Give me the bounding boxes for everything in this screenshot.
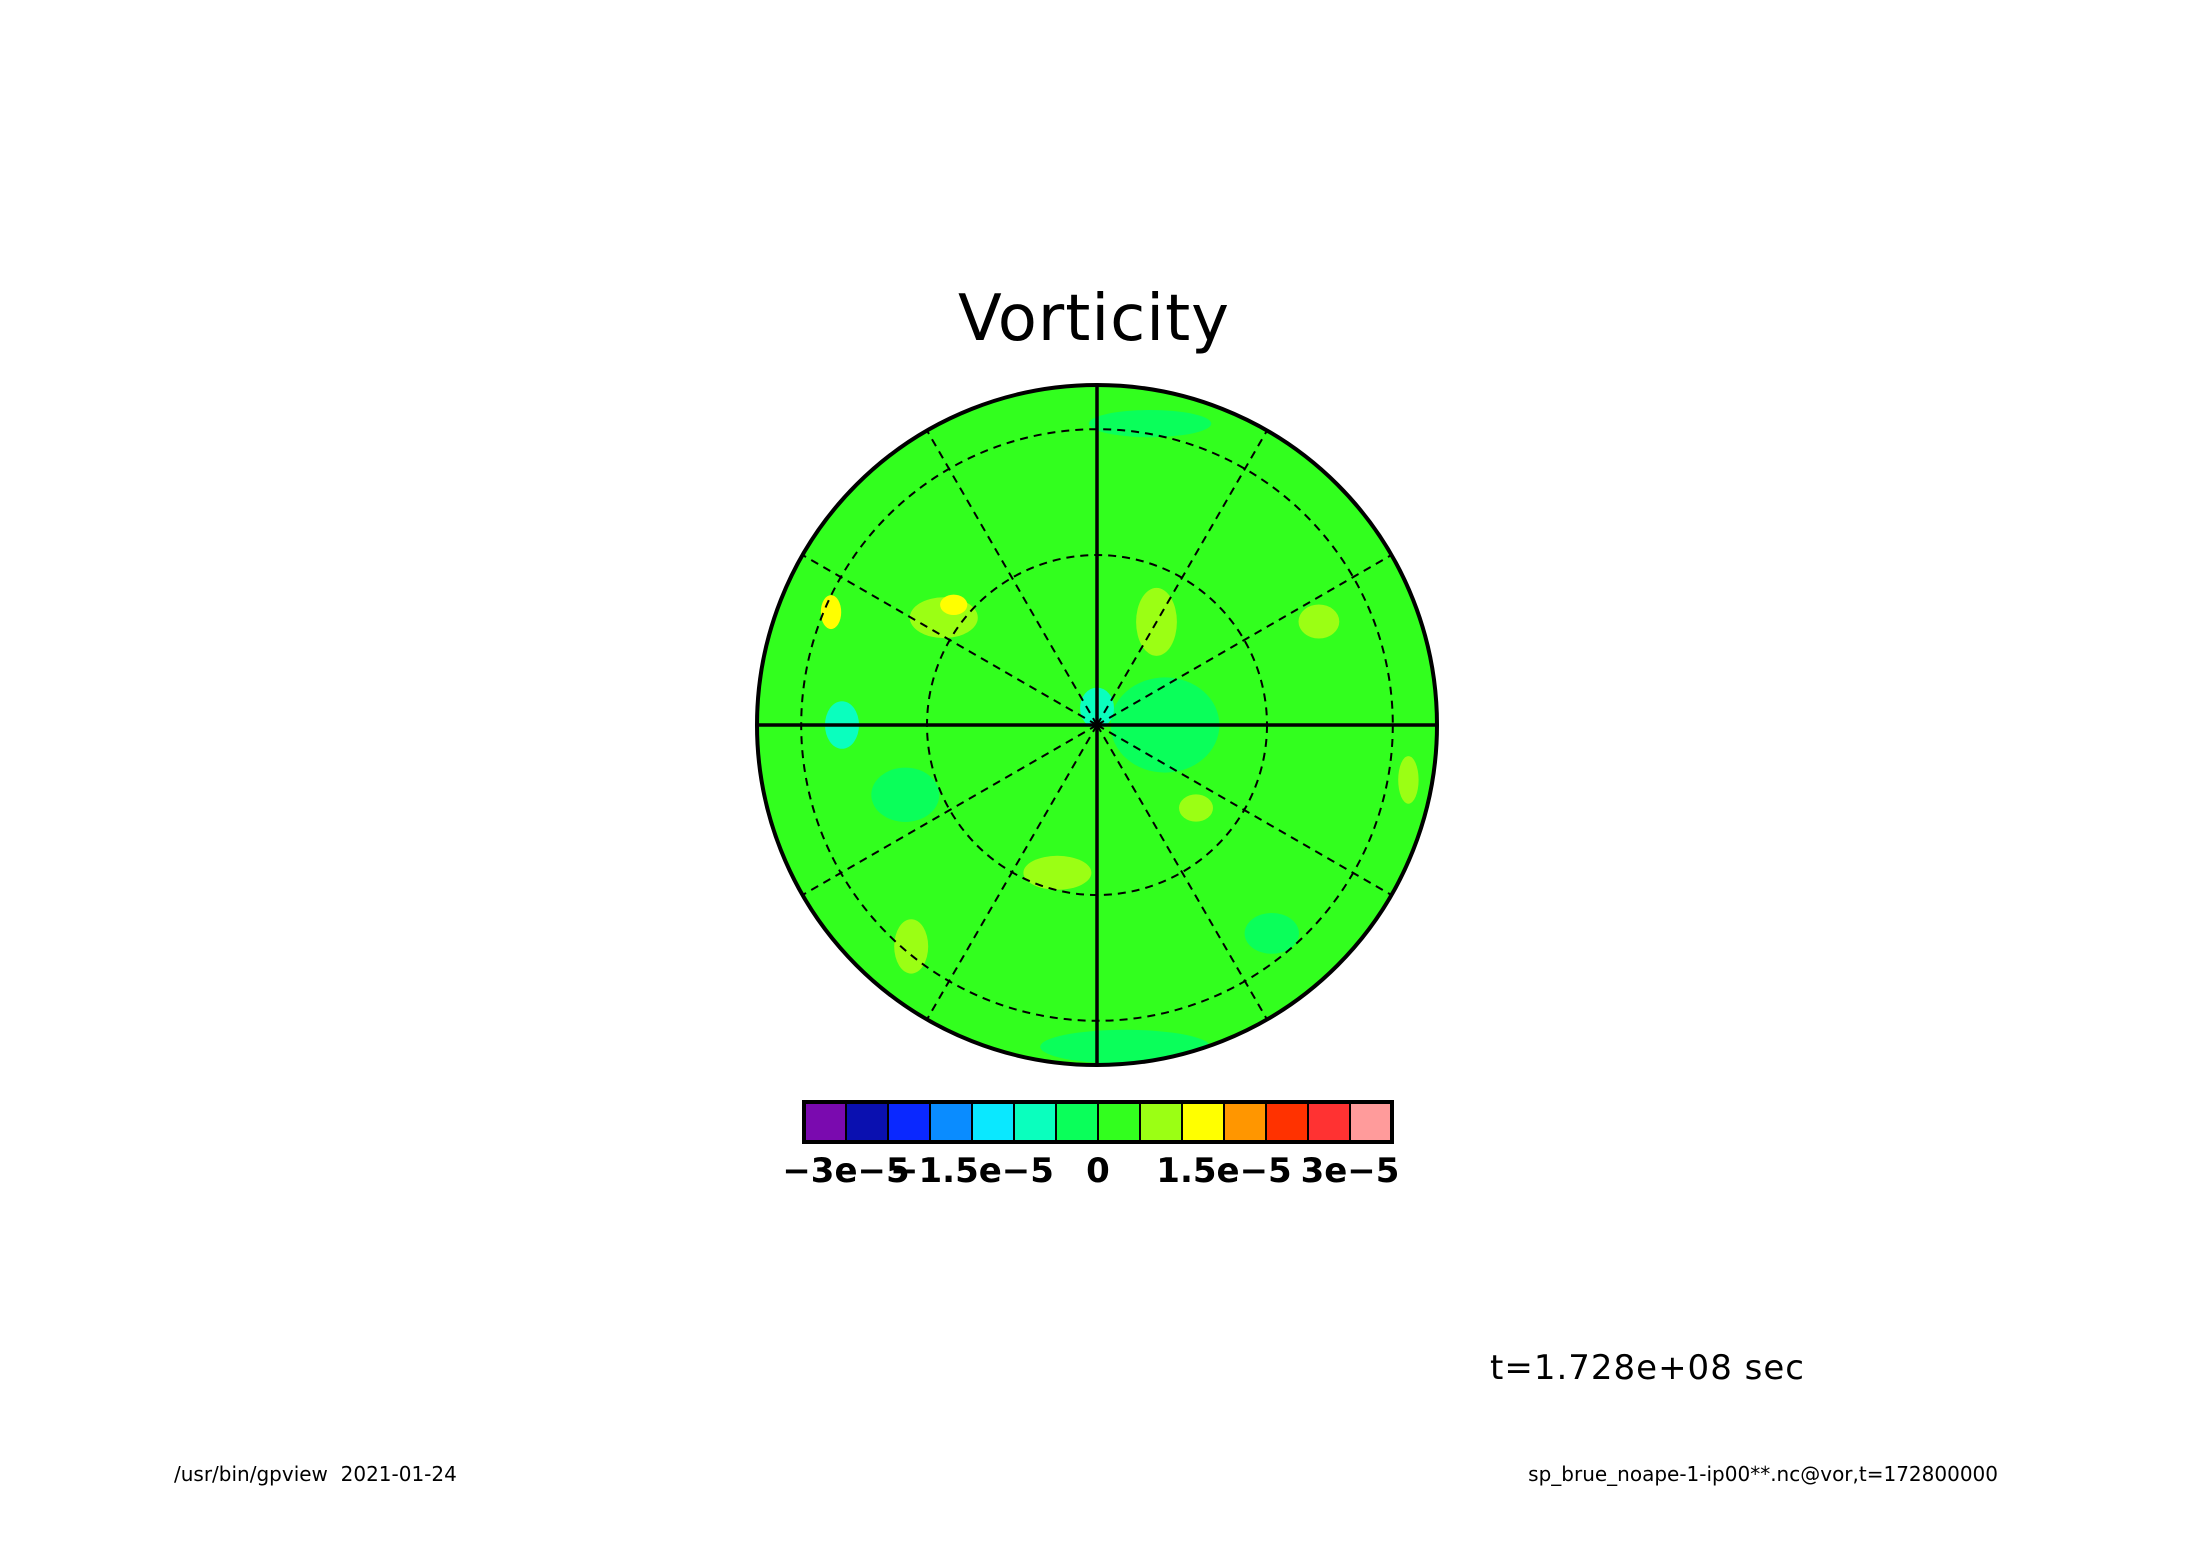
colorbar-tick-label-0: −3e−5 xyxy=(782,1151,909,1191)
chart-title: Vorticity xyxy=(957,282,1231,356)
field-region-11 xyxy=(871,767,940,822)
field-region-4 xyxy=(940,594,968,615)
colorbar-cell-1 xyxy=(845,1101,889,1143)
field-region-14 xyxy=(1179,794,1213,822)
meridian-240 xyxy=(926,724,1098,1020)
meridian-30 xyxy=(1096,554,1392,726)
colorbar-cell-7 xyxy=(1097,1101,1141,1143)
time-label: t=1.728e+08 sec xyxy=(1490,1348,1805,1388)
footer-source-file: sp_brue_noape-1-ip00**.nc@vor,t=17280000… xyxy=(1528,1462,1998,1486)
field-region-6 xyxy=(894,919,929,974)
colorbar-cell-10 xyxy=(1223,1101,1267,1143)
meridian-60 xyxy=(1096,430,1268,726)
colorbar-cell-8 xyxy=(1139,1101,1183,1143)
field-region-9 xyxy=(1398,756,1419,804)
meridian-300 xyxy=(1096,724,1268,1020)
colorbar-cell-11 xyxy=(1265,1101,1309,1143)
colorbar-cell-6 xyxy=(1055,1101,1099,1143)
colorbar-tick-label-1: −1.5e−5 xyxy=(890,1151,1054,1191)
colorbar-cell-2 xyxy=(887,1101,931,1143)
field-region-12 xyxy=(1040,1029,1211,1064)
footer-program-date: /usr/bin/gpview 2021-01-24 xyxy=(174,1462,457,1486)
meridian-120 xyxy=(926,430,1098,726)
field-region-10 xyxy=(1244,913,1300,954)
colorbar-cell-4 xyxy=(971,1101,1015,1143)
colorbar-cell-9 xyxy=(1181,1101,1225,1143)
colorbar-tick-label-3: 1.5e−5 xyxy=(1156,1151,1291,1191)
colorbar-cell-0 xyxy=(803,1101,847,1143)
colorbar-tick-label-2: 0 xyxy=(1086,1151,1110,1191)
colorbar-cell-5 xyxy=(1013,1101,1057,1143)
colorbar-cell-12 xyxy=(1307,1101,1351,1143)
colorbar-frame xyxy=(802,1100,1394,1144)
field-region-8 xyxy=(1298,604,1340,639)
field-region-7 xyxy=(1023,855,1092,890)
field-region-5 xyxy=(820,595,842,630)
meridian-330 xyxy=(1096,724,1392,896)
meridian-150 xyxy=(802,554,1098,726)
colorbar-cell-3 xyxy=(929,1101,973,1143)
colorbar-tick-label-4: 3e−5 xyxy=(1301,1151,1400,1191)
map-boundary xyxy=(755,383,1439,1067)
meridian-210 xyxy=(802,724,1098,896)
colorbar-cell-13 xyxy=(1349,1101,1393,1143)
